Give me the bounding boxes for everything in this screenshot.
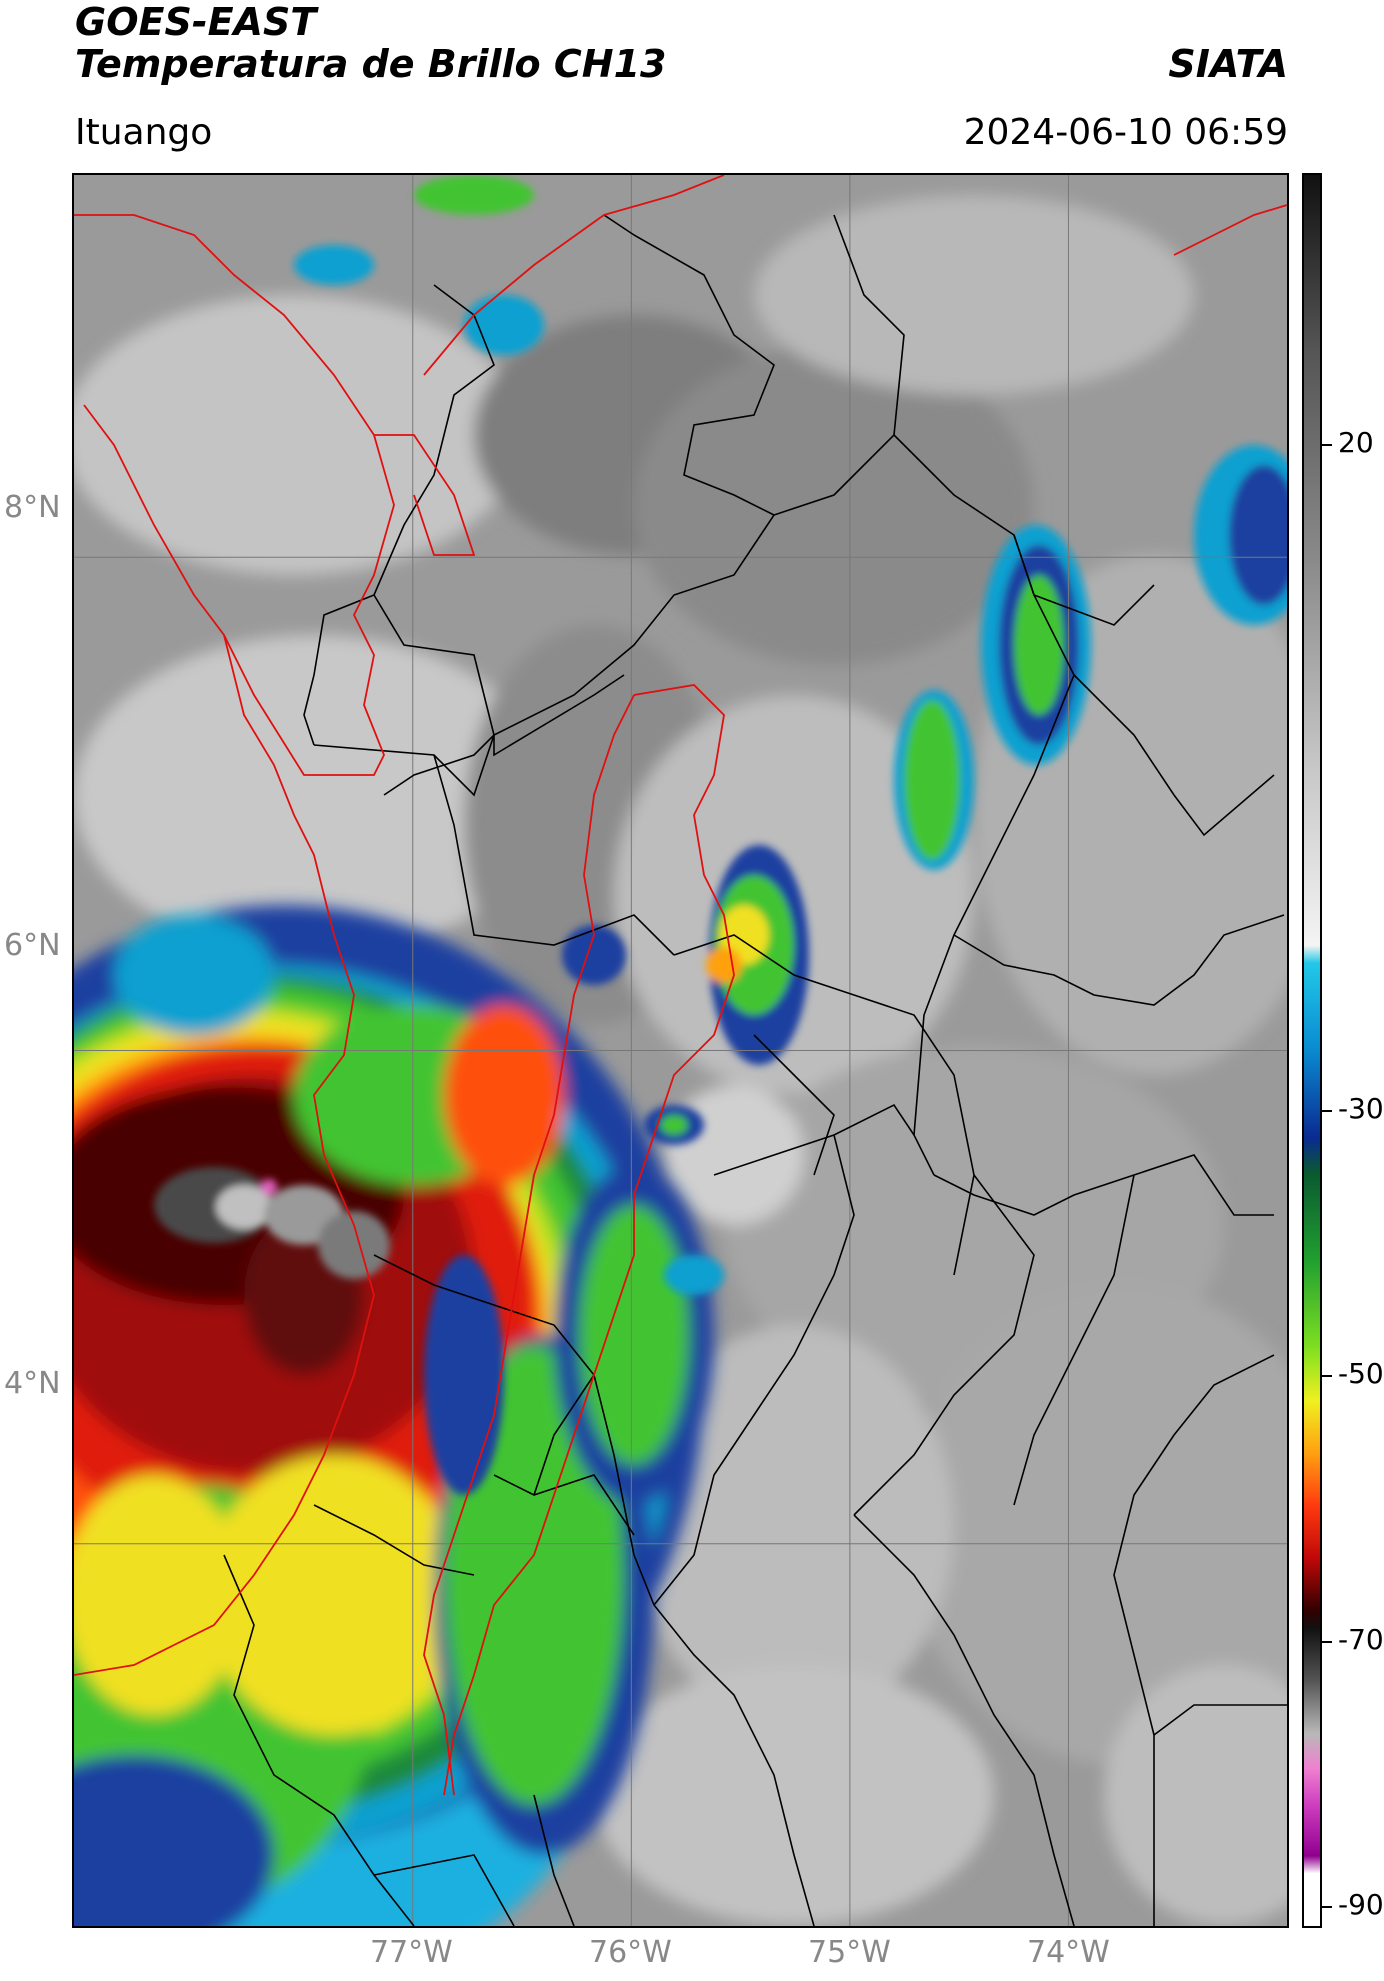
colorbar-label-minus50: -50 — [1338, 1357, 1384, 1390]
department-borders — [223, 214, 1287, 1926]
colorbar-tick — [1322, 1110, 1332, 1112]
lon-tick-76w: 76°W — [589, 1935, 672, 1970]
graticule — [74, 175, 1287, 1926]
small-cells — [294, 175, 1287, 1495]
colorbar-tick — [1322, 444, 1332, 446]
product-title: Temperatura de Brillo CH13 — [75, 42, 667, 86]
colorbar-tick — [1322, 1641, 1332, 1643]
country-borders — [74, 175, 1287, 1796]
satellite-map[interactable] — [72, 173, 1289, 1928]
map-canvas — [74, 175, 1287, 1926]
brand-label: SIATA — [1168, 42, 1288, 86]
colorbar-label-minus90: -90 — [1338, 1888, 1384, 1921]
colorbar-label-minus30: -30 — [1338, 1092, 1384, 1125]
lat-tick-4n: 4°N — [4, 1366, 61, 1401]
lon-tick-75w: 75°W — [808, 1935, 891, 1970]
lat-tick-6n: 6°N — [4, 928, 61, 963]
colorbar-tick — [1322, 1906, 1332, 1908]
colorbar-label-20: 20 — [1338, 426, 1374, 459]
region-label: Ituango — [75, 112, 213, 153]
colorbar-tick — [1322, 1375, 1332, 1377]
lon-tick-77w: 77°W — [370, 1935, 453, 1970]
colorbar — [1302, 173, 1322, 1928]
lat-tick-8n: 8°N — [4, 490, 61, 525]
timestamp-label: 2024-06-10 06:59 — [963, 112, 1288, 153]
cold-cloud-tops — [154, 1167, 390, 1279]
colorbar-label-minus70: -70 — [1338, 1623, 1384, 1656]
lon-tick-74w: 74°W — [1027, 1935, 1110, 1970]
satellite-title: GOES-EAST — [75, 0, 317, 44]
